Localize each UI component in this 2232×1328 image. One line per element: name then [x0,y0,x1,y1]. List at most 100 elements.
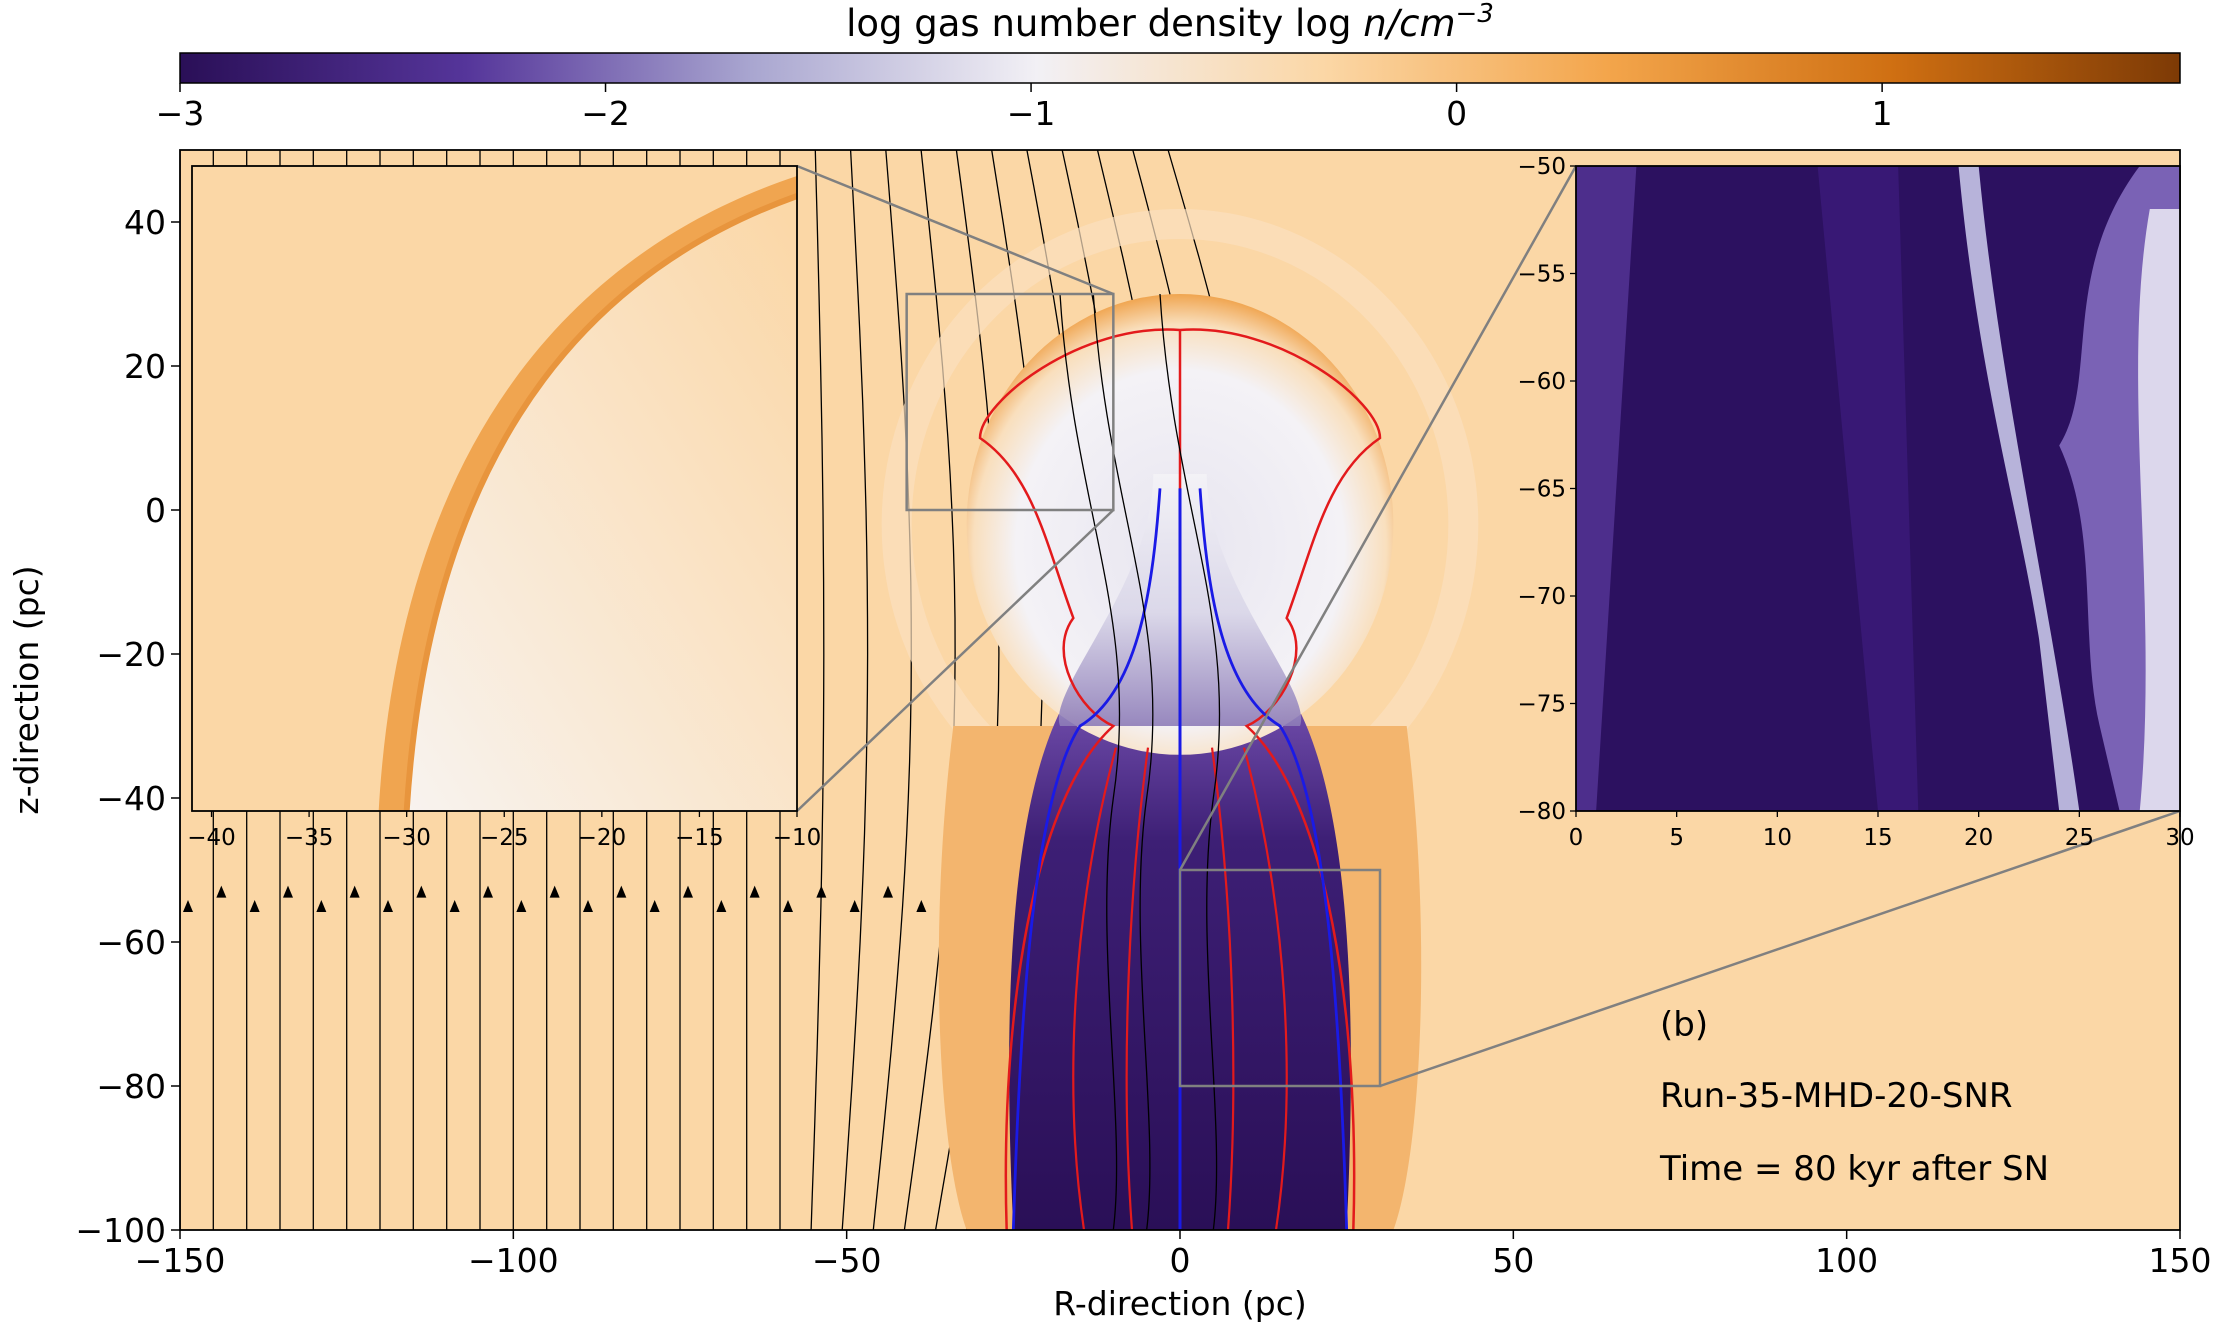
x-tick-label: 100 [1815,1241,1878,1280]
right-inset-y-tick-label: −75 [1517,692,1566,718]
y-tick-label: −20 [96,635,166,674]
main-x-ticks: −150 −100 −50 0 50 100 150 [135,1230,2212,1280]
contour-blue [1011,488,1349,1230]
connector-line [1379,809,2181,1088]
inset-zoom-boxes [905,292,1382,1088]
colorbar-tick-label: −2 [581,94,630,133]
field-arrow [649,900,660,912]
inset-edge-layer [2138,209,2180,811]
right-inset-x-tick-label: 20 [1964,825,1993,851]
field-arrow [483,885,493,898]
colorbar: log gas number density log n/cm−3 −3 −2 −1… [156,0,2181,133]
left-inset-x-tick-label: −20 [578,825,627,851]
connector-line [1178,165,1578,871]
left-inset-x-tick-label: −40 [187,825,236,851]
connector-line [796,509,1115,812]
colorbar-tick-label: 0 [1446,94,1467,133]
field-arrow [283,885,293,898]
field-arrow [749,885,760,898]
right-inset: 0 5 10 15 20 25 30 −50 −55 −60 −65 −70 −75 −80 [1517,154,2194,851]
left-inset-x-tick-label: −15 [675,825,724,851]
field-line [810,150,825,1230]
left-inset: −40 −35 −30 −25 −20 −15 −10 [187,165,821,851]
right-inset-y-tick-label: −55 [1517,262,1566,288]
interior-field-line [1092,293,1154,1230]
field-arrow [616,885,627,898]
field-arrow [383,900,393,912]
field-arrow [183,900,193,912]
field-line [841,150,869,1230]
right-inset-y-tick-label: −50 [1517,154,1566,180]
contour-red-inner [1210,747,1235,1230]
field-arrow [316,900,327,912]
left-inset-shock-front [403,193,797,811]
field-arrow [783,900,793,912]
field-arrow [583,900,593,912]
y-tick-label: −100 [75,1211,166,1250]
field-arrow [349,885,360,898]
interior-field-line [1159,293,1221,1230]
field-line [872,150,912,1230]
connector-line [796,164,1114,296]
x-tick-label: −50 [812,1241,882,1280]
colorbar-ticks: −3 −2 −1 0 1 [156,83,1893,133]
field-arrow [249,900,260,912]
right-inset-y-tick-label: −80 [1517,799,1566,825]
field-arrow [816,885,827,898]
field-arrow [549,885,560,898]
annotation-text: (b) [1660,1005,1708,1045]
x-axis-label: R-direction (pc) [1053,1284,1306,1323]
colorbar-tick-label: 1 [1872,94,1893,133]
inset-streak [1817,166,1919,811]
right-inset-y-ticks: −50 −55 −60 −65 −70 −75 −80 [1517,154,1576,825]
interior-field-line [1059,293,1121,1230]
field-arrow [683,885,693,898]
field-arrow [883,885,893,898]
colorbar-tick-label: −3 [156,94,205,133]
left-inset-frame [191,165,798,812]
left-inset-interior [406,196,797,811]
inset-streak [1576,166,1637,811]
y-axis-label: z-direction (pc) [7,565,46,814]
zoom-connectors [796,164,2181,1088]
right-inset-x-ticks: 0 5 10 15 20 25 30 [1569,811,2195,851]
contour-red-inner [1242,747,1288,1230]
contour-red-inner [1072,747,1118,1230]
x-tick-label: 150 [2149,1241,2212,1280]
annotation-text: Run-35-MHD-20-SNR [1660,1076,2013,1116]
inset-shock-filament [1958,166,2080,811]
field-arrow [516,900,527,912]
right-inset-y-tick-label: −70 [1517,584,1566,610]
right-inset-features [1576,166,2180,811]
main-y-ticks: 40 20 0 −20 −40 −60 −80 −100 [75,203,180,1250]
right-inset-x-tick-label: 25 [2065,825,2094,851]
colorbar-label: log gas number density log n/cm−3 [846,0,1494,45]
contour-red-outer [978,328,1382,1230]
colorbar-tick-label: −1 [1007,94,1056,133]
right-zoom-box [1178,868,1382,1088]
colorbar-gradient [179,52,2181,84]
right-inset-x-tick-label: 10 [1763,825,1792,851]
x-tick-label: −100 [468,1241,559,1280]
y-tick-label: −60 [96,923,166,962]
y-tick-label: 20 [124,347,166,386]
field-arrow [916,900,927,912]
left-inset-shell [378,176,797,811]
left-inset-x-ticks: −40 −35 −30 −25 −20 −15 −10 [187,811,821,851]
x-tick-label: −150 [135,1241,226,1280]
field-arrow [716,900,727,912]
left-inset-x-tick-label: −35 [285,825,334,851]
right-inset-x-tick-label: 5 [1669,825,1684,851]
y-tick-label: 40 [124,203,166,242]
right-inset-y-tick-label: −60 [1517,369,1566,395]
right-inset-x-tick-label: 15 [1863,825,1892,851]
x-tick-label: 0 [1170,1241,1191,1280]
annotations: (b) Run-35-MHD-20-SNR Time = 80 kyr after … [1659,1005,2049,1189]
left-inset-x-tick-label: −30 [382,825,431,851]
right-inset-x-tick-label: 30 [2165,825,2194,851]
annotation-text: Time = 80 kyr after SN [1659,1149,2049,1189]
field-arrow [216,885,227,898]
field-arrow [849,900,860,912]
x-tick-label: 50 [1492,1241,1534,1280]
